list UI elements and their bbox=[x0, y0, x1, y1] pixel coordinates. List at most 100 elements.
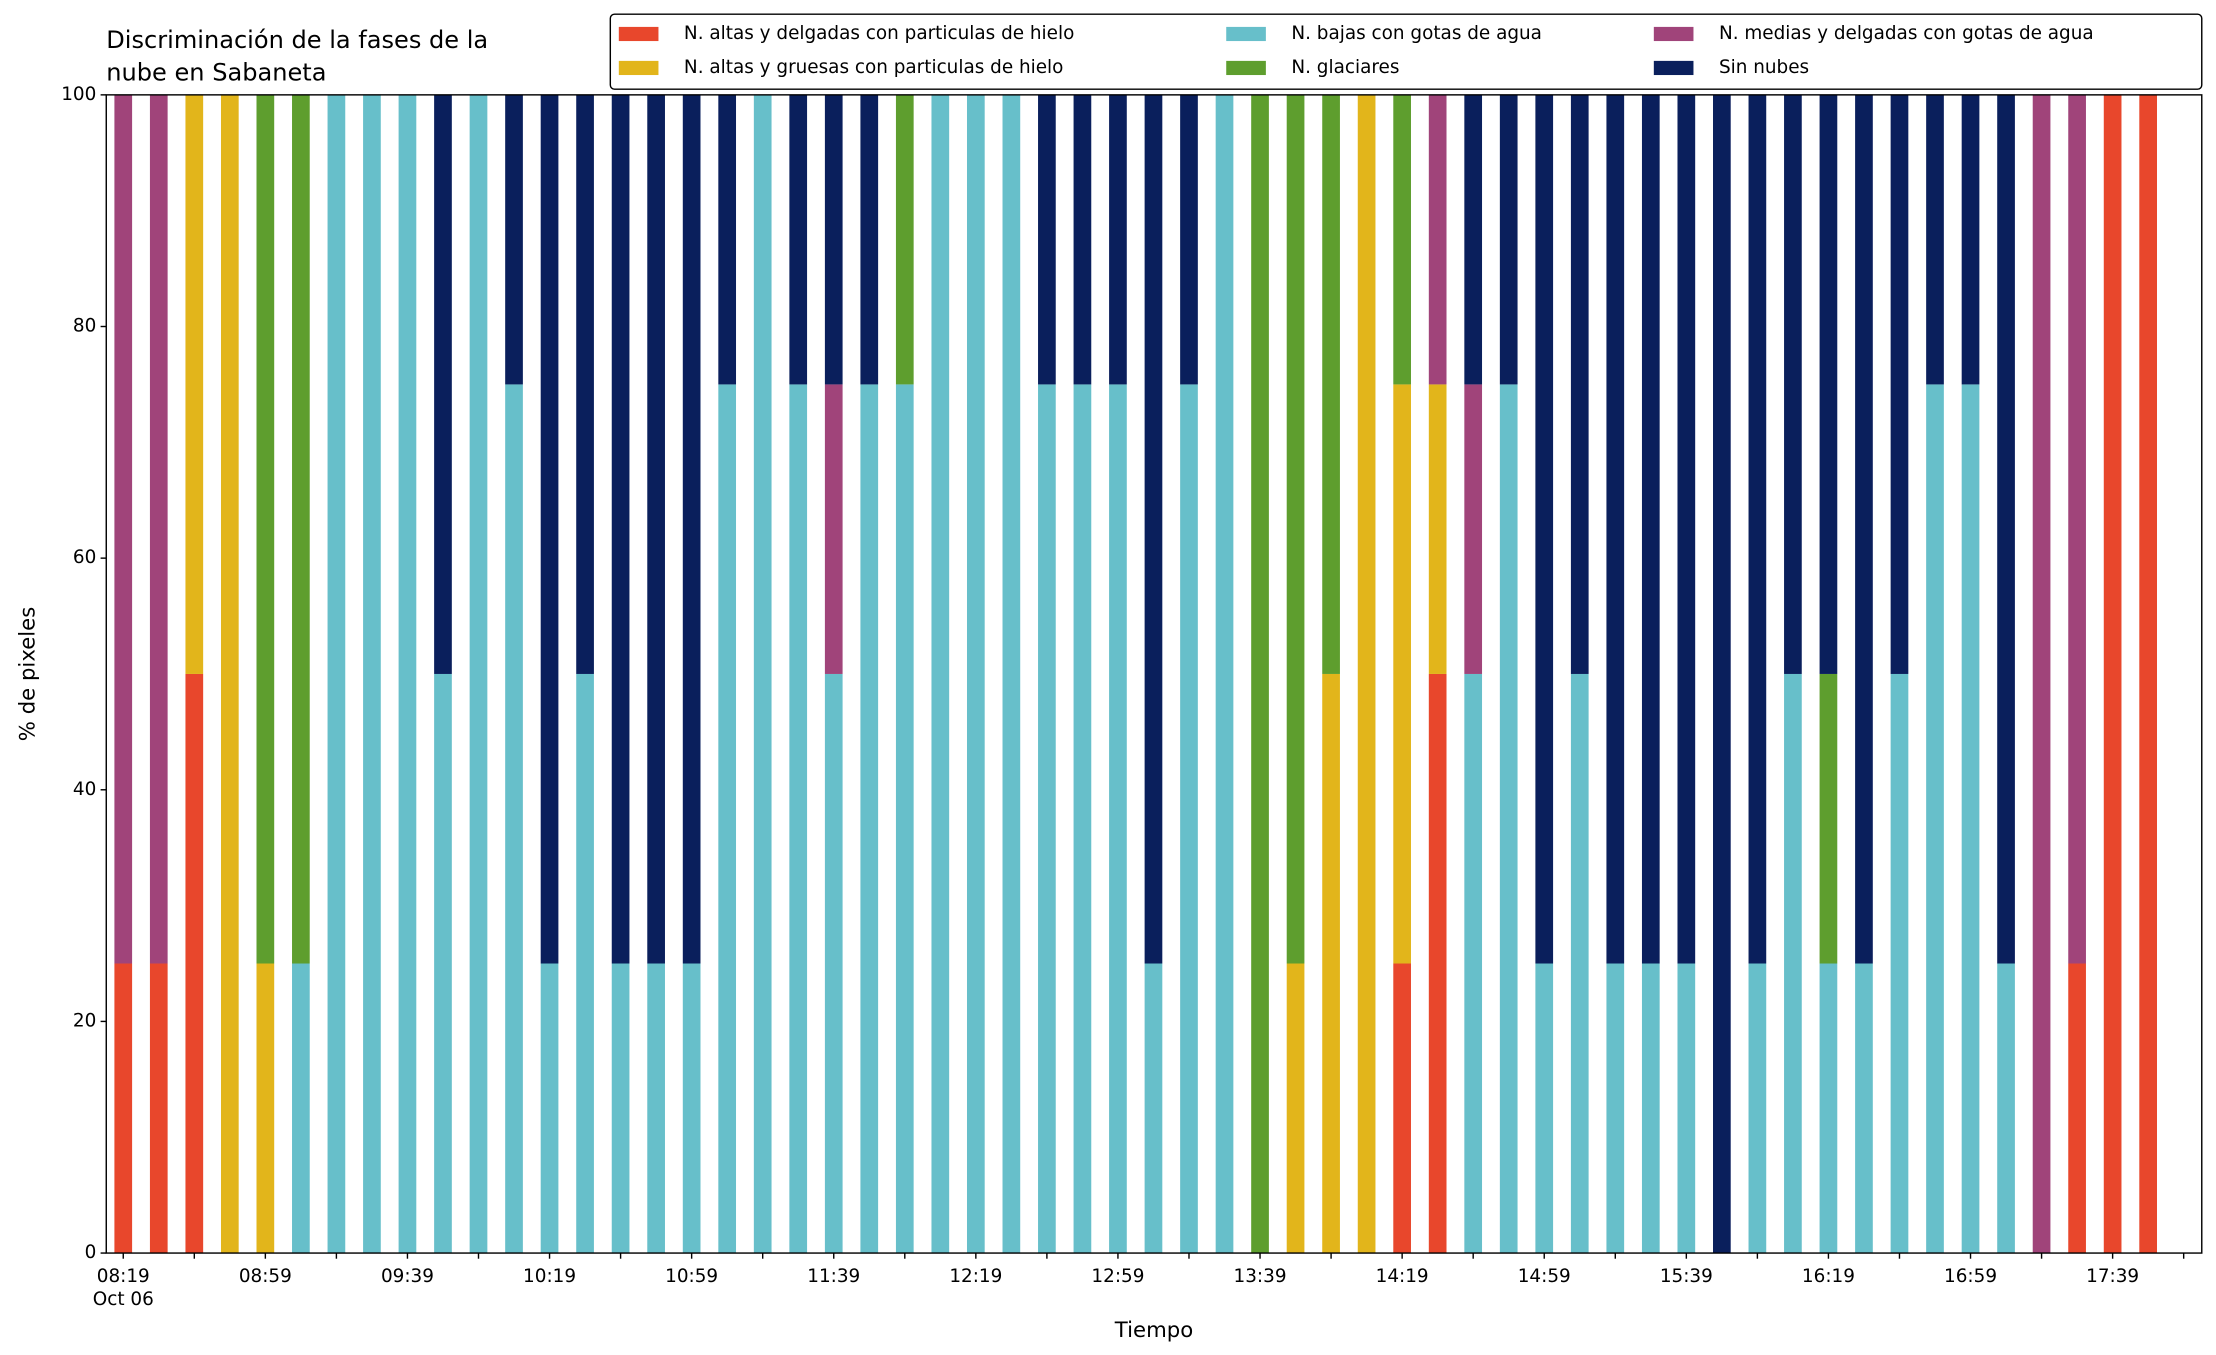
bar-segment bbox=[1499, 94, 1518, 385]
bar-segment bbox=[576, 673, 594, 1254]
bar-segment bbox=[1286, 94, 1305, 964]
bar-segment bbox=[2068, 963, 2086, 1254]
bar-segment bbox=[1393, 384, 1411, 964]
bar-segment bbox=[895, 94, 914, 385]
bar-segment bbox=[860, 94, 879, 385]
bar-segment bbox=[1570, 94, 1589, 674]
bar-segment bbox=[647, 94, 665, 964]
bar-segment bbox=[2032, 94, 2051, 1254]
y-tick-label: 0 bbox=[85, 1242, 97, 1263]
legend-swatch bbox=[1653, 26, 1694, 42]
x-tick-label: 10:59 bbox=[665, 1266, 718, 1287]
bar-segment bbox=[1428, 384, 1447, 674]
legend bbox=[609, 13, 2203, 90]
bar-segment bbox=[114, 963, 133, 1254]
bar-segment bbox=[1322, 94, 1340, 674]
bar-segment bbox=[1570, 673, 1589, 1254]
bar-segment bbox=[647, 963, 665, 1254]
legend-swatch bbox=[1226, 26, 1266, 42]
plot-frame bbox=[105, 94, 2203, 1254]
bar-segment bbox=[1286, 963, 1305, 1254]
bar-segment bbox=[1144, 963, 1163, 1254]
bar-segment bbox=[1961, 94, 1980, 385]
bar-segment bbox=[1890, 673, 1909, 1254]
bar-segment bbox=[149, 94, 168, 964]
bar-segment bbox=[1784, 94, 1802, 674]
x-tick-label: 14:59 bbox=[1518, 1266, 1571, 1287]
bar-segment bbox=[1251, 94, 1269, 1254]
y-tick-label: 40 bbox=[73, 779, 96, 800]
bar-segment bbox=[1855, 94, 1873, 964]
bar-segment bbox=[114, 94, 133, 964]
x-tick-label: 16:59 bbox=[1944, 1266, 1997, 1287]
legend-label: Sin nubes bbox=[1719, 57, 1809, 78]
bar-segment bbox=[292, 963, 310, 1254]
bar-segment bbox=[1641, 94, 1660, 964]
bar-segment bbox=[1535, 963, 1554, 1254]
y-tick-label: 60 bbox=[73, 547, 96, 568]
bar-segment bbox=[966, 94, 985, 1254]
bar-segment bbox=[1819, 94, 1838, 674]
bar-segment bbox=[1180, 384, 1198, 1254]
x-tick-label: 12:59 bbox=[1091, 1266, 1144, 1287]
bar-segment bbox=[1073, 94, 1092, 385]
bar-segment bbox=[505, 384, 523, 1254]
bar-segment bbox=[185, 94, 204, 674]
bar-segment bbox=[434, 94, 452, 674]
bar-segment bbox=[1713, 94, 1731, 1254]
bar-segment bbox=[1926, 384, 1944, 1254]
legend-swatch bbox=[1653, 60, 1694, 76]
x-tick-label: 11:39 bbox=[807, 1266, 860, 1287]
bars bbox=[114, 94, 2157, 1254]
bar-segment bbox=[860, 384, 879, 1254]
bar-segment bbox=[540, 94, 559, 964]
y-tick-label: 100 bbox=[61, 84, 96, 105]
x-date-label: Oct 06 bbox=[93, 1289, 154, 1310]
chart-title: nube en Sabaneta bbox=[106, 59, 326, 87]
bar-segment bbox=[1748, 963, 1767, 1254]
legend-swatch bbox=[1226, 60, 1266, 76]
x-tick-label: 15:39 bbox=[1660, 1266, 1713, 1287]
bar-segment bbox=[1215, 94, 1234, 1254]
bar-segment bbox=[789, 384, 808, 1254]
bar-segment bbox=[327, 94, 346, 1254]
bar-segment bbox=[611, 94, 630, 964]
chart-title: Discriminación de la fases de la bbox=[106, 26, 488, 54]
bar-segment bbox=[149, 963, 168, 1254]
bar-segment bbox=[789, 94, 808, 385]
x-tick-label: 08:19 bbox=[97, 1266, 150, 1287]
bar-segment bbox=[1926, 94, 1944, 385]
bar-segment bbox=[1677, 963, 1696, 1254]
bar-segment bbox=[1997, 963, 2015, 1254]
bar-segment bbox=[1357, 94, 1376, 1254]
x-tick-label: 17:39 bbox=[2086, 1266, 2139, 1287]
bar-segment bbox=[434, 673, 452, 1254]
bar-segment bbox=[1322, 673, 1340, 1254]
bar-segment bbox=[1428, 673, 1447, 1254]
y-tick-label: 80 bbox=[73, 316, 96, 337]
x-tick-label: 12:19 bbox=[949, 1266, 1002, 1287]
bar-segment bbox=[1180, 94, 1198, 385]
bar-segment bbox=[1464, 384, 1483, 674]
bar-segment bbox=[256, 963, 275, 1254]
bar-segment bbox=[540, 963, 559, 1254]
legend-label: N. altas y delgadas con particulas de hi… bbox=[684, 23, 1074, 44]
bar-segment bbox=[1393, 963, 1411, 1254]
bar-segment bbox=[185, 673, 204, 1254]
bar-segment bbox=[1464, 94, 1483, 385]
bar-segment bbox=[1109, 94, 1127, 385]
bar-segment bbox=[1002, 94, 1021, 1254]
bar-segment bbox=[931, 94, 950, 1254]
bar-segment bbox=[895, 384, 914, 1254]
bar-segment bbox=[1677, 94, 1696, 964]
bar-segment bbox=[1961, 384, 1980, 1254]
x-tick-label: 08:59 bbox=[239, 1266, 292, 1287]
bar-segment bbox=[398, 94, 417, 1254]
y-axis-label: % de pixeles bbox=[15, 607, 40, 742]
x-tick-label: 10:19 bbox=[523, 1266, 576, 1287]
bar-segment bbox=[2068, 94, 2086, 964]
bar-segment bbox=[824, 673, 843, 1254]
bar-segment bbox=[2139, 94, 2157, 1254]
bar-segment bbox=[1109, 384, 1127, 1254]
